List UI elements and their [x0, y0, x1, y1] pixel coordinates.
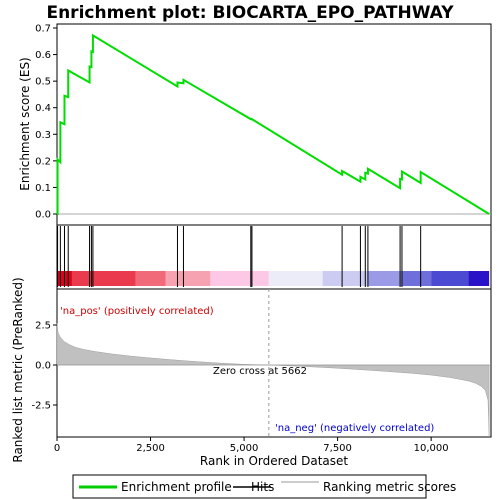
zero-cross-label: Zero cross at 5662: [213, 366, 307, 377]
legend-profile-label: Enrichment profile: [121, 480, 232, 494]
hit-markers: [57, 226, 422, 287]
x-tick-label: 2,500: [136, 443, 165, 454]
color-bar-band: [210, 271, 269, 286]
color-bar-band: [268, 271, 323, 286]
color-bar-band: [431, 271, 469, 286]
ranked-metric-area: [56, 289, 491, 438]
es-tick-label: 0.5: [35, 77, 51, 88]
es-tick-label: 0.7: [35, 24, 51, 35]
color-bar-band: [322, 271, 368, 286]
enrichment-profile-line: [56, 33, 490, 215]
x-axis-label: Rank in Ordered Dataset: [200, 454, 348, 468]
es-tick-label: 0.4: [35, 103, 51, 114]
chart-title: Enrichment plot: BIOCARTA_EPO_PATHWAY: [46, 3, 454, 23]
legend-metric-label: Ranking metric scores: [323, 480, 456, 494]
color-bar-band: [468, 271, 490, 286]
metric-tick-label: -2.5: [31, 401, 51, 412]
color-bar-band: [401, 271, 432, 286]
color-bar-band: [71, 271, 136, 286]
legend-hits-label: Hits: [251, 480, 274, 494]
positive-correlation-label: 'na_pos' (positively correlated): [60, 306, 214, 317]
color-bar-band: [165, 271, 211, 286]
es-tick-label: 0.3: [35, 130, 51, 141]
es-axis: 0.0 0.1 0.2 0.3 0.4 0.5 0.6 0.7: [35, 24, 491, 221]
es-tick-label: 0.6: [35, 50, 51, 61]
x-tick-label: 0: [54, 443, 60, 454]
enrichment-profile-path: [56, 33, 490, 215]
es-y-axis-label: Enrichment score (ES): [18, 57, 32, 190]
es-tick-label: 0.0: [35, 210, 51, 221]
metric-axis: 2.5 0.0 -2.5: [31, 321, 57, 412]
x-axis: 0 2,500 5,000 7,500 10,000: [54, 437, 449, 454]
metric-y-axis-label: Ranked list metric (PreRanked): [11, 277, 25, 462]
negative-correlation-label: 'na_neg' (negatively correlated): [275, 423, 434, 434]
legend: Enrichment profile Hits Ranking metric s…: [72, 474, 456, 499]
color-bar-band: [135, 271, 166, 286]
x-tick-label: 10,000: [414, 443, 449, 454]
es-tick-label: 0.1: [35, 183, 51, 194]
metric-area-path: [56, 323, 490, 438]
rank-color-bar: [57, 271, 490, 286]
color-bar-band: [367, 271, 402, 286]
x-tick-label: 5,000: [230, 443, 259, 454]
metric-tick-label: 2.5: [35, 321, 51, 332]
es-tick-label: 0.2: [35, 156, 51, 167]
metric-tick-label: 0.0: [35, 361, 51, 372]
x-tick-label: 7,500: [323, 443, 352, 454]
